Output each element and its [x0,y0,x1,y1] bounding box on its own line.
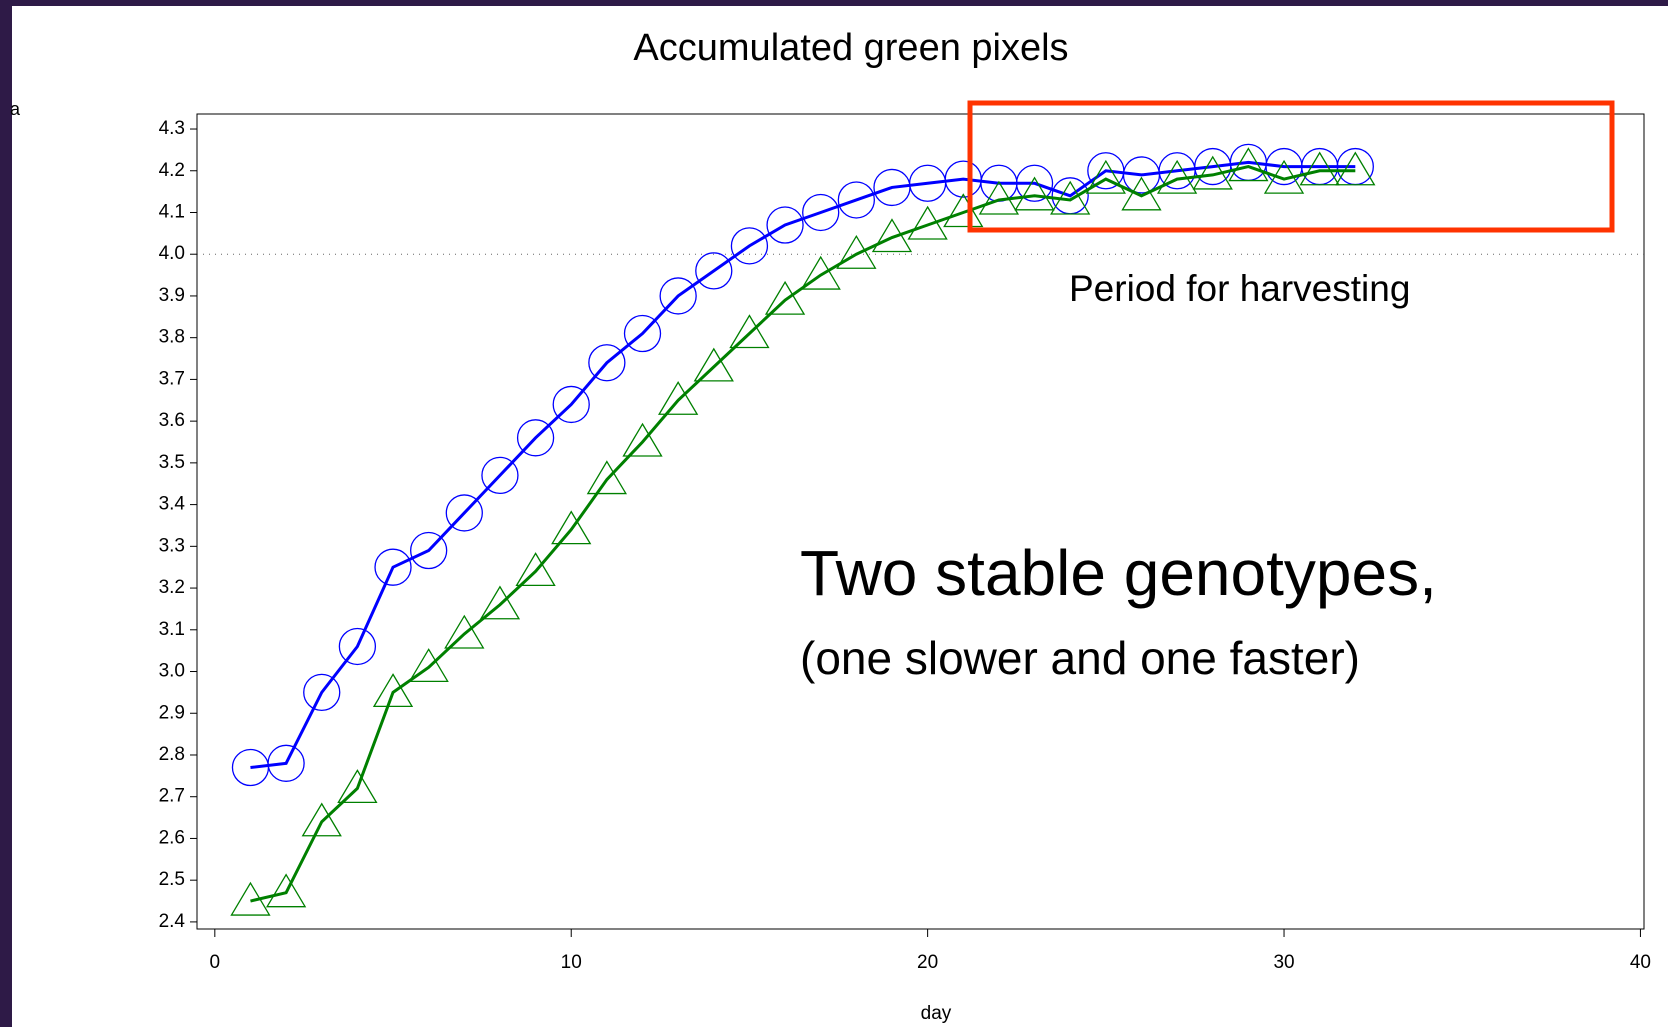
y-tick-label: 3.6 [159,410,185,431]
marker [552,385,590,424]
x-axis-label: day [921,1003,952,1024]
marker [836,234,877,269]
marker [658,380,699,415]
slide-background [12,6,1668,1027]
marker [481,456,519,495]
marker [265,873,307,908]
y-tick-label: 2.6 [159,827,185,848]
marker [267,744,305,782]
marker [374,548,412,586]
marker [1228,147,1269,182]
y-tick-label: 4.3 [159,118,185,139]
y-tick-label: 3.1 [159,619,185,640]
y-tick-label: 3.3 [159,535,185,556]
marker [479,585,521,620]
y-axis-label: a [10,99,21,119]
marker [729,314,770,349]
marker [695,252,733,290]
marker [444,614,485,649]
annotation: (one slower and one faster) [800,632,1360,684]
marker [515,552,556,587]
marker [408,648,449,682]
marker [1050,180,1091,215]
marker [230,881,271,916]
marker [943,193,984,228]
marker [871,218,913,253]
marker [659,277,697,315]
marker [1121,176,1162,211]
chart-title: Accumulated green pixels [633,27,1068,69]
y-tick-label: 4.2 [159,160,185,181]
x-tick-label: 20 [917,952,938,973]
annotation: Two stable genotypes, [800,537,1437,609]
marker [978,180,1020,215]
marker [586,460,628,495]
x-tick-label: 30 [1273,952,1294,973]
plot-frame [196,113,1645,930]
y-tick-label: 3.0 [159,661,185,682]
marker [800,255,841,290]
y-tick-label: 2.4 [159,911,186,932]
marker [338,627,377,666]
y-tick-label: 3.5 [159,452,185,473]
marker [372,673,414,708]
marker [802,193,840,232]
y-tick-label: 3.8 [159,327,185,348]
marker [516,419,555,457]
marker [303,673,341,712]
marker [764,280,806,315]
marker [1192,155,1233,190]
marker [837,181,875,219]
marker [337,769,378,804]
marker [1014,176,1055,211]
x-tick-label: 40 [1630,952,1651,973]
y-tick-label: 4.0 [159,243,185,264]
y-tick-label: 4.1 [159,202,185,223]
x-tick-label: 10 [561,952,582,973]
y-tick-label: 3.7 [159,368,185,389]
marker [410,531,448,570]
marker [301,802,342,837]
y-tick-label: 3.2 [159,577,185,598]
marker [1335,151,1376,186]
marker [730,227,769,265]
annotation: Period for harvesting [1069,268,1410,309]
y-tick-label: 2.5 [159,869,185,890]
marker [551,510,592,545]
marker [907,205,948,240]
y-tick-label: 3.9 [159,285,185,306]
marker [1263,159,1305,194]
marker [1156,159,1198,194]
x-tick-label: 0 [210,952,221,973]
marker [693,347,734,382]
marker [445,494,483,532]
y-tick-label: 3.4 [159,494,186,515]
marker [1299,151,1340,186]
y-tick-label: 2.8 [159,744,185,765]
marker [766,206,804,244]
marker [623,314,662,353]
harvest-box [967,100,1615,233]
marker [1015,164,1054,202]
marker [588,344,626,382]
y-tick-label: 2.9 [159,702,185,723]
y-tick-label: 2.7 [159,786,185,807]
marker [622,422,663,457]
marker [1085,159,1126,194]
